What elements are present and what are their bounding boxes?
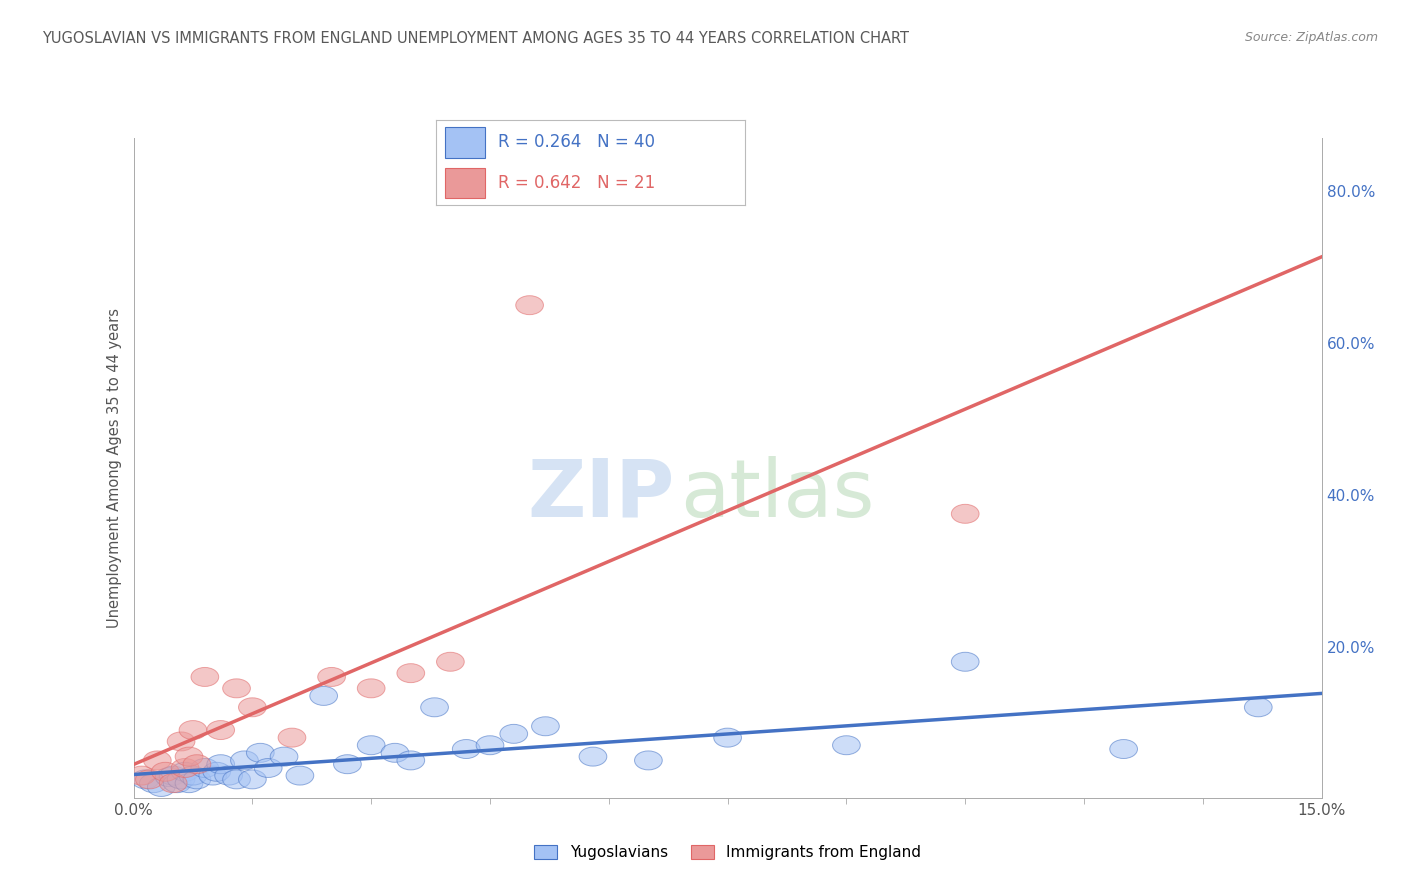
Ellipse shape — [159, 766, 187, 785]
Text: YUGOSLAVIAN VS IMMIGRANTS FROM ENGLAND UNEMPLOYMENT AMONG AGES 35 TO 44 YEARS CO: YUGOSLAVIAN VS IMMIGRANTS FROM ENGLAND U… — [42, 31, 910, 46]
Ellipse shape — [634, 751, 662, 770]
Ellipse shape — [215, 766, 242, 785]
Ellipse shape — [163, 773, 191, 793]
Ellipse shape — [167, 770, 195, 789]
Ellipse shape — [148, 778, 176, 797]
Ellipse shape — [333, 755, 361, 773]
Ellipse shape — [501, 724, 527, 743]
Ellipse shape — [531, 717, 560, 736]
Ellipse shape — [1109, 739, 1137, 758]
Ellipse shape — [155, 768, 183, 787]
Text: R = 0.264   N = 40: R = 0.264 N = 40 — [498, 134, 655, 152]
Ellipse shape — [309, 687, 337, 706]
Ellipse shape — [207, 721, 235, 739]
Ellipse shape — [176, 747, 202, 766]
Bar — [446, 128, 485, 158]
Ellipse shape — [270, 747, 298, 766]
Legend: Yugoslavians, Immigrants from England: Yugoslavians, Immigrants from England — [529, 839, 927, 867]
Ellipse shape — [183, 770, 211, 789]
Ellipse shape — [436, 652, 464, 672]
Ellipse shape — [239, 770, 266, 789]
Ellipse shape — [239, 698, 266, 717]
Ellipse shape — [254, 758, 283, 778]
Ellipse shape — [285, 766, 314, 785]
Ellipse shape — [179, 766, 207, 785]
Ellipse shape — [207, 755, 235, 773]
Y-axis label: Unemployment Among Ages 35 to 44 years: Unemployment Among Ages 35 to 44 years — [107, 309, 122, 628]
Ellipse shape — [132, 770, 159, 789]
Ellipse shape — [128, 766, 155, 785]
Ellipse shape — [152, 763, 179, 781]
Ellipse shape — [198, 766, 226, 785]
Ellipse shape — [1244, 698, 1272, 717]
Ellipse shape — [231, 751, 259, 770]
Text: R = 0.642   N = 21: R = 0.642 N = 21 — [498, 174, 655, 192]
Ellipse shape — [172, 763, 198, 781]
Text: atlas: atlas — [681, 456, 875, 533]
Ellipse shape — [381, 743, 409, 763]
Ellipse shape — [222, 679, 250, 698]
Ellipse shape — [357, 679, 385, 698]
Text: Source: ZipAtlas.com: Source: ZipAtlas.com — [1244, 31, 1378, 45]
Ellipse shape — [179, 721, 207, 739]
Ellipse shape — [246, 743, 274, 763]
Ellipse shape — [183, 755, 211, 773]
Bar — [446, 168, 485, 198]
Ellipse shape — [516, 295, 544, 315]
Text: ZIP: ZIP — [527, 456, 673, 533]
Ellipse shape — [135, 770, 163, 789]
Ellipse shape — [357, 736, 385, 755]
Ellipse shape — [143, 751, 172, 770]
Ellipse shape — [396, 664, 425, 682]
Ellipse shape — [139, 773, 167, 793]
Ellipse shape — [176, 773, 202, 793]
Ellipse shape — [172, 758, 198, 778]
Ellipse shape — [952, 652, 979, 672]
Ellipse shape — [159, 773, 187, 793]
Ellipse shape — [579, 747, 607, 766]
Ellipse shape — [318, 667, 346, 687]
Ellipse shape — [477, 736, 503, 755]
Ellipse shape — [202, 763, 231, 781]
Ellipse shape — [420, 698, 449, 717]
Ellipse shape — [191, 667, 219, 687]
Ellipse shape — [952, 504, 979, 524]
Ellipse shape — [278, 728, 307, 747]
Ellipse shape — [832, 736, 860, 755]
Ellipse shape — [396, 751, 425, 770]
Ellipse shape — [714, 728, 741, 747]
Ellipse shape — [222, 770, 250, 789]
Ellipse shape — [167, 732, 195, 751]
Ellipse shape — [453, 739, 479, 758]
Ellipse shape — [191, 758, 219, 778]
